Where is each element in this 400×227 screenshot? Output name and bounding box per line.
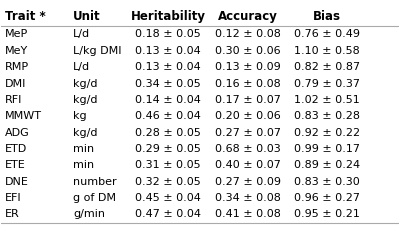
Text: 0.28 ± 0.05: 0.28 ± 0.05 — [135, 128, 201, 138]
Text: 0.47 ± 0.04: 0.47 ± 0.04 — [135, 210, 201, 220]
Text: 1.02 ± 0.51: 1.02 ± 0.51 — [294, 95, 360, 105]
Text: 0.14 ± 0.04: 0.14 ± 0.04 — [135, 95, 201, 105]
Text: g of DM: g of DM — [73, 193, 116, 203]
Text: g/min: g/min — [73, 210, 105, 220]
Text: 0.89 ± 0.24: 0.89 ± 0.24 — [294, 160, 360, 170]
Text: 0.82 ± 0.87: 0.82 ± 0.87 — [294, 62, 360, 72]
Text: 0.83 ± 0.28: 0.83 ± 0.28 — [294, 111, 360, 121]
Text: 0.40 ± 0.07: 0.40 ± 0.07 — [215, 160, 281, 170]
Text: DNE: DNE — [5, 177, 29, 187]
Text: 0.13 ± 0.09: 0.13 ± 0.09 — [215, 62, 280, 72]
Text: 0.79 ± 0.37: 0.79 ± 0.37 — [294, 79, 360, 89]
Text: number: number — [73, 177, 116, 187]
Text: 0.20 ± 0.06: 0.20 ± 0.06 — [215, 111, 280, 121]
Text: Heritability: Heritability — [131, 10, 206, 23]
Text: Unit: Unit — [73, 10, 100, 23]
Text: DMI: DMI — [5, 79, 27, 89]
Text: 0.99 ± 0.17: 0.99 ± 0.17 — [294, 144, 360, 154]
Text: Trait *: Trait * — [5, 10, 46, 23]
Text: 0.27 ± 0.09: 0.27 ± 0.09 — [215, 177, 281, 187]
Text: Bias: Bias — [313, 10, 341, 23]
Text: kg: kg — [73, 111, 86, 121]
Text: 0.34 ± 0.05: 0.34 ± 0.05 — [135, 79, 201, 89]
Text: 0.29 ± 0.05: 0.29 ± 0.05 — [135, 144, 201, 154]
Text: 0.13 ± 0.04: 0.13 ± 0.04 — [135, 62, 201, 72]
Text: L/kg DMI: L/kg DMI — [73, 46, 121, 56]
Text: 0.31 ± 0.05: 0.31 ± 0.05 — [136, 160, 201, 170]
Text: MeP: MeP — [5, 30, 29, 39]
Text: 0.68 ± 0.03: 0.68 ± 0.03 — [215, 144, 280, 154]
Text: 0.76 ± 0.49: 0.76 ± 0.49 — [294, 30, 360, 39]
Text: RMP: RMP — [5, 62, 30, 72]
Text: ER: ER — [5, 210, 20, 220]
Text: 0.83 ± 0.30: 0.83 ± 0.30 — [294, 177, 360, 187]
Text: 0.45 ± 0.04: 0.45 ± 0.04 — [135, 193, 201, 203]
Text: 0.46 ± 0.04: 0.46 ± 0.04 — [135, 111, 201, 121]
Text: min: min — [73, 160, 94, 170]
Text: L/d: L/d — [73, 62, 90, 72]
Text: MeY: MeY — [5, 46, 29, 56]
Text: 0.12 ± 0.08: 0.12 ± 0.08 — [215, 30, 281, 39]
Text: ETE: ETE — [5, 160, 26, 170]
Text: 0.30 ± 0.06: 0.30 ± 0.06 — [215, 46, 280, 56]
Text: RFI: RFI — [5, 95, 23, 105]
Text: 1.10 ± 0.58: 1.10 ± 0.58 — [294, 46, 360, 56]
Text: 0.34 ± 0.08: 0.34 ± 0.08 — [215, 193, 281, 203]
Text: 0.96 ± 0.27: 0.96 ± 0.27 — [294, 193, 360, 203]
Text: 0.32 ± 0.05: 0.32 ± 0.05 — [135, 177, 201, 187]
Text: 0.16 ± 0.08: 0.16 ± 0.08 — [215, 79, 280, 89]
Text: min: min — [73, 144, 94, 154]
Text: kg/d: kg/d — [73, 128, 97, 138]
Text: 0.27 ± 0.07: 0.27 ± 0.07 — [215, 128, 281, 138]
Text: Accuracy: Accuracy — [218, 10, 278, 23]
Text: 0.92 ± 0.22: 0.92 ± 0.22 — [294, 128, 360, 138]
Text: 0.41 ± 0.08: 0.41 ± 0.08 — [215, 210, 281, 220]
Text: kg/d: kg/d — [73, 95, 97, 105]
Text: EFI: EFI — [5, 193, 22, 203]
Text: ETD: ETD — [5, 144, 28, 154]
Text: L/d: L/d — [73, 30, 90, 39]
Text: MMWT: MMWT — [5, 111, 42, 121]
Text: 0.18 ± 0.05: 0.18 ± 0.05 — [135, 30, 201, 39]
Text: 0.13 ± 0.04: 0.13 ± 0.04 — [135, 46, 201, 56]
Text: kg/d: kg/d — [73, 79, 97, 89]
Text: 0.95 ± 0.21: 0.95 ± 0.21 — [294, 210, 360, 220]
Text: 0.17 ± 0.07: 0.17 ± 0.07 — [215, 95, 281, 105]
Text: ADG: ADG — [5, 128, 30, 138]
